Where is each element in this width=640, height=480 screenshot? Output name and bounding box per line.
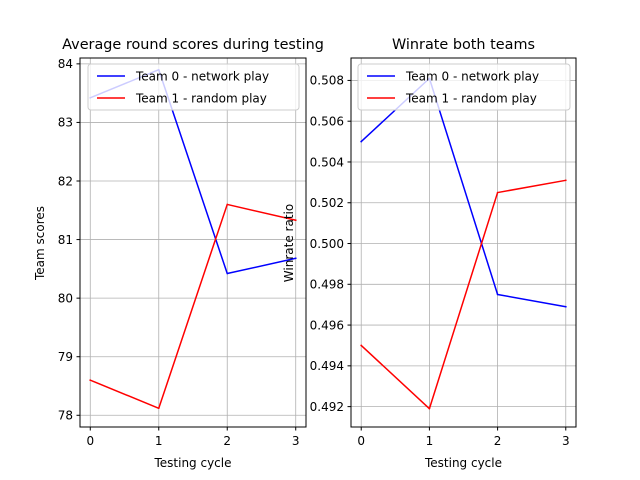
data-point-team-0 — [226, 272, 229, 275]
x-tick-label: 1 — [426, 434, 434, 448]
data-point-team-1 — [564, 179, 567, 182]
y-tick-label: 0.504 — [310, 155, 344, 169]
y-tick-label: 0.500 — [310, 237, 344, 251]
series-line-team-1 — [360, 179, 567, 410]
data-point-team-1 — [89, 379, 92, 381]
x-axis-label: Testing cycle — [153, 456, 231, 470]
y-tick-label: 0.506 — [310, 114, 344, 128]
grid-lines — [351, 58, 576, 427]
data-point-team-1 — [157, 407, 160, 410]
data-point-team-0 — [294, 257, 297, 260]
x-tick-label: 3 — [292, 434, 300, 448]
x-tick-label: 3 — [562, 434, 570, 448]
y-tick-label: 0.508 — [310, 74, 344, 88]
data-point-team-1 — [226, 203, 229, 206]
y-tick-label: 0.496 — [310, 318, 344, 332]
legend-box — [87, 63, 300, 111]
chart-title: Winrate both teams — [392, 37, 535, 53]
y-tick-label: 81 — [58, 233, 73, 247]
chart-title: Average round scores during testing — [62, 37, 324, 53]
y-tick-label: 0.502 — [310, 196, 344, 210]
grid-lines — [80, 58, 306, 427]
chart-panel-2: 0 1 2 3 0.492 0.494 0.496 0.498 0.500 0.502 0.504 0… — [282, 37, 577, 470]
x-tick-label: 2 — [494, 434, 502, 448]
legend-label-team-0: Team 0 - network play — [135, 69, 269, 83]
legend-label-team-1: Team 1 - random play — [405, 91, 537, 105]
legend: Team 0 - network play Team 1 - random pla… — [357, 63, 571, 111]
series-line-team-1 — [89, 203, 297, 410]
y-tick-label: 82 — [58, 174, 73, 188]
chart-panel-1: 0 1 2 3 78 79 80 81 82 83 84 Average round scores d… — [33, 37, 324, 470]
y-axis-label: Team scores — [33, 206, 47, 281]
plot-frame — [350, 57, 577, 428]
legend: Team 0 - network play Team 1 - random pla… — [87, 63, 300, 111]
y-tick-label: 78 — [58, 409, 73, 423]
y-tick-label: 84 — [58, 57, 73, 71]
y-tick-label: 80 — [58, 291, 73, 305]
x-axis-label: Testing cycle — [424, 456, 502, 470]
legend-box — [357, 63, 571, 111]
data-point-team-1 — [428, 407, 431, 410]
series-line-team-0 — [360, 77, 567, 308]
y-tick-label: 0.494 — [310, 359, 344, 373]
x-tick-label: 0 — [86, 434, 94, 448]
data-point-team-1 — [294, 219, 297, 222]
x-tick-label: 2 — [223, 434, 231, 448]
legend-label-team-0: Team 0 - network play — [405, 69, 539, 83]
data-point-team-0 — [564, 305, 567, 308]
data-point-team-1 — [496, 191, 499, 194]
y-axis-label: Winrate ratio — [282, 204, 296, 282]
y-tick-label: 0.498 — [310, 278, 344, 292]
x-tick-label: 0 — [357, 434, 365, 448]
y-tick-label: 79 — [58, 350, 73, 364]
y-tick-label: 83 — [58, 116, 73, 130]
data-point-team-0 — [496, 293, 499, 296]
y-tick-label: 0.492 — [310, 400, 344, 414]
legend-label-team-1: Team 1 - random play — [135, 91, 267, 105]
plot-frame — [79, 57, 307, 428]
data-point-team-1 — [360, 344, 363, 347]
x-tick-label: 1 — [155, 434, 163, 448]
data-point-team-0 — [360, 140, 363, 143]
